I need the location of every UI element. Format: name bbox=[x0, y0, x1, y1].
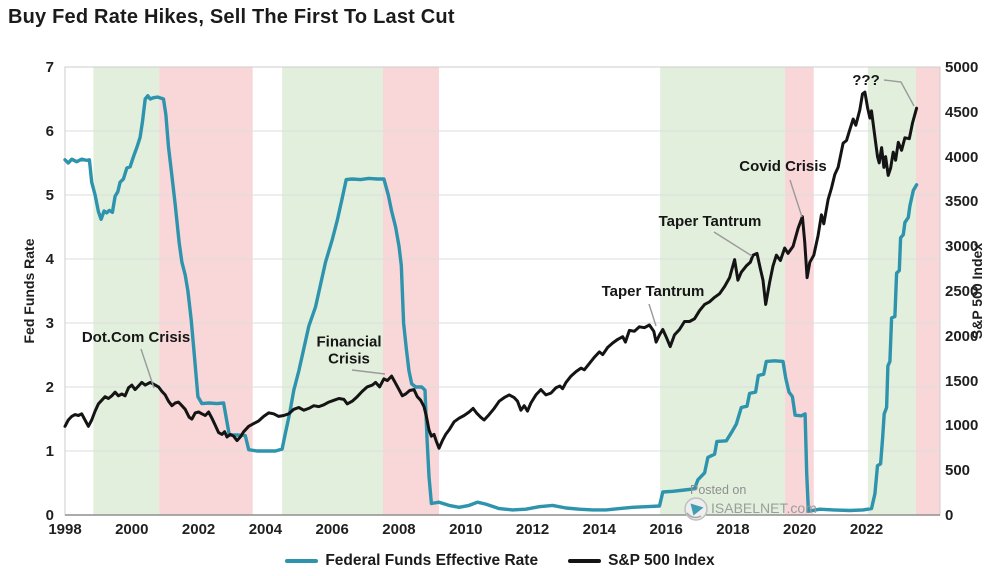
x-tick-2020: 2020 bbox=[783, 521, 817, 538]
annotation-covid-crisis: Covid Crisis bbox=[739, 157, 827, 175]
left-tick-4: 4 bbox=[45, 251, 54, 268]
legend-item-s-p-500-index: S&P 500 Index bbox=[568, 553, 715, 569]
x-tick-2018: 2018 bbox=[716, 521, 750, 538]
annotation-dot-com-crisis: Dot.Com Crisis bbox=[81, 328, 191, 346]
left-tick-6: 6 bbox=[45, 123, 54, 140]
right-tick-2500: 2500 bbox=[945, 283, 979, 300]
legend-swatch-federal-funds-effective-rate bbox=[285, 559, 319, 563]
x-tick-2010: 2010 bbox=[449, 521, 483, 538]
x-tick-2014: 2014 bbox=[582, 521, 617, 538]
right-tick-1500: 1500 bbox=[945, 372, 979, 390]
federal-funds-effective-rate-line bbox=[63, 94, 919, 513]
leader-line-taper-tantrum bbox=[648, 303, 657, 327]
annotation-taper-tantrum: Taper Tantrum bbox=[658, 212, 762, 230]
annotation-: ??? bbox=[852, 71, 880, 89]
legend-label-federal-funds-effective-rate: Federal Funds Effective Rate bbox=[325, 552, 539, 570]
left-tick-5: 5 bbox=[45, 187, 54, 204]
right-tick-3000: 3000 bbox=[945, 238, 979, 256]
left-tick-2: 2 bbox=[45, 379, 54, 396]
rate-cut-cycle-band bbox=[785, 67, 814, 515]
annotation-leader-lines bbox=[140, 79, 915, 389]
right-tick-3500: 3500 bbox=[945, 193, 979, 211]
right-tick-5000: 5000 bbox=[945, 59, 979, 76]
chart-title: Buy Fed Rate Hikes, Sell The First To La… bbox=[8, 6, 455, 28]
x-tick-1998: 1998 bbox=[48, 521, 82, 538]
annotation-financial-crisis: Financial Crisis bbox=[316, 333, 382, 367]
x-tick-2008: 2008 bbox=[382, 521, 416, 538]
right-tick-2000: 2000 bbox=[945, 327, 979, 345]
legend-item-federal-funds-effective-rate: Federal Funds Effective Rate bbox=[285, 553, 538, 569]
watermark-posted-on: Posted on bbox=[690, 483, 747, 497]
x-tick-2006: 2006 bbox=[315, 521, 349, 538]
x-tick-2012: 2012 bbox=[515, 521, 550, 538]
rate-cut-cycle-band bbox=[159, 67, 253, 515]
isabelnet-logo-icon bbox=[684, 497, 708, 521]
series-lines bbox=[63, 90, 919, 513]
right-tick-4000: 4000 bbox=[945, 148, 979, 166]
right-tick-500: 500 bbox=[945, 462, 971, 480]
right-tick-4500: 4500 bbox=[945, 103, 979, 121]
x-tick-2002: 2002 bbox=[181, 521, 216, 538]
leader-line-dot-com-crisis bbox=[140, 348, 155, 389]
x-tick-2016: 2016 bbox=[649, 521, 683, 538]
s-p-500-index-line bbox=[63, 90, 919, 450]
annotation-taper-tantrum: Taper Tantrum bbox=[601, 282, 705, 300]
watermark-site-name: ISABELNET.com bbox=[711, 500, 817, 516]
leader-line- bbox=[883, 79, 915, 107]
legend-swatch-s-p-500-index bbox=[568, 559, 602, 563]
legend: Federal Funds Effective Rate S&P 500 Inde… bbox=[0, 549, 1000, 573]
leader-line-covid-crisis bbox=[789, 179, 803, 218]
cycle-bands bbox=[93, 67, 940, 515]
legend-label-s-p-500-index: S&P 500 Index bbox=[608, 552, 715, 570]
x-tick-2004: 2004 bbox=[248, 521, 283, 538]
right-tick-1000: 1000 bbox=[945, 417, 979, 435]
right-tick-0: 0 bbox=[945, 507, 954, 524]
rate-cut-cycle-band bbox=[915, 67, 940, 515]
left-tick-0: 0 bbox=[45, 507, 54, 524]
leader-line-taper-tantrum bbox=[713, 231, 753, 257]
x-tick-2022: 2022 bbox=[849, 521, 884, 538]
rate-hike-cycle-band bbox=[282, 67, 383, 515]
left-axis-title: Fed Funds Rate bbox=[21, 238, 37, 344]
left-tick-1: 1 bbox=[45, 443, 54, 460]
right-axis-title: S&P 500 Index bbox=[969, 242, 985, 340]
left-tick-7: 7 bbox=[45, 59, 54, 76]
x-tick-2000: 2000 bbox=[115, 521, 149, 538]
leader-line-financial-crisis bbox=[351, 369, 386, 375]
rate-hike-cycle-band bbox=[93, 67, 160, 515]
rate-cut-cycle-band bbox=[382, 67, 440, 515]
left-tick-3: 3 bbox=[45, 315, 54, 332]
